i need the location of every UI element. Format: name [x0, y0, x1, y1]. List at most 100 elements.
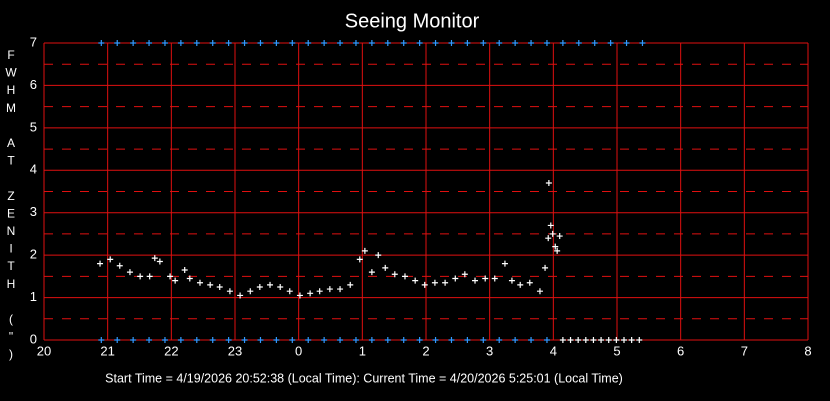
data-point [193, 40, 200, 46]
data-point [257, 40, 264, 46]
y-tick-label: 7 [30, 34, 37, 49]
data-point [98, 337, 105, 343]
data-point [482, 275, 489, 282]
data-point [636, 337, 643, 343]
data-point [277, 283, 284, 290]
data-point [361, 247, 368, 254]
data-point [161, 337, 168, 343]
data-point [421, 281, 428, 288]
data-point [542, 264, 549, 271]
data-point [547, 222, 554, 229]
data-point [607, 40, 614, 46]
data-point [508, 277, 515, 284]
y-tick-label: 5 [30, 119, 37, 134]
data-point [352, 40, 359, 46]
x-tick-label: 2 [422, 343, 429, 358]
data-point [146, 273, 153, 280]
data-point [167, 273, 174, 280]
data-point [416, 337, 423, 343]
data-point [545, 235, 552, 242]
data-point [528, 337, 535, 343]
data-point [552, 243, 559, 250]
data-point [256, 283, 263, 290]
data-point [554, 247, 561, 254]
data-point [241, 40, 248, 46]
data-point [628, 337, 635, 343]
data-point [545, 180, 552, 187]
data-point [237, 292, 244, 299]
chart-title: Seeing Monitor [345, 10, 480, 32]
data-point [347, 281, 354, 288]
data-point [321, 337, 328, 343]
x-tick-label: 20 [37, 343, 51, 358]
data-point [472, 277, 479, 284]
data-point [216, 283, 223, 290]
x-tick-label: 21 [100, 343, 114, 358]
data-point [496, 337, 503, 343]
data-point [273, 337, 280, 343]
data-point [432, 40, 439, 46]
data-point [305, 337, 312, 343]
data-point [496, 40, 503, 46]
y-tick-label: 6 [30, 77, 37, 92]
data-point [172, 277, 179, 284]
data-point [177, 337, 184, 343]
data-point [448, 40, 455, 46]
data-point [400, 337, 407, 343]
data-point [384, 337, 391, 343]
data-point [267, 281, 274, 288]
data-point [613, 337, 620, 343]
data-point [97, 260, 104, 267]
data-point [416, 40, 423, 46]
data-point [137, 273, 144, 280]
data-point [114, 40, 121, 46]
data-point [582, 337, 589, 343]
x-tick-label: 22 [164, 343, 178, 358]
data-point [241, 337, 248, 343]
x-tick-label: 8 [804, 343, 811, 358]
data-point [352, 337, 359, 343]
data-point [623, 40, 630, 46]
data-point [177, 40, 184, 46]
data-point [559, 40, 566, 46]
data-point [567, 337, 574, 343]
data-point [491, 275, 498, 282]
data-point [130, 337, 137, 343]
x-tick-label: 3 [486, 343, 493, 358]
y-tick-label: 0 [30, 331, 37, 346]
y-axis-label: FWHM AT ZENITH (") [4, 48, 18, 365]
data-point [368, 40, 375, 46]
data-point [512, 337, 519, 343]
data-point [382, 264, 389, 271]
y-tick-label: 2 [30, 247, 37, 262]
data-point [126, 269, 133, 276]
y-tick-label: 3 [30, 204, 37, 219]
data-point [591, 40, 598, 46]
x-tick-label: 5 [613, 343, 620, 358]
data-point [401, 273, 408, 280]
data-point [337, 337, 344, 343]
data-point [146, 337, 153, 343]
data-point [368, 337, 375, 343]
data-point [517, 281, 524, 288]
data-point [307, 290, 314, 297]
data-point [598, 337, 605, 343]
footer: Start Time = 4/19/2026 20:52:38 (Local T… [105, 371, 623, 385]
data-point [209, 40, 216, 46]
data-point [356, 256, 363, 263]
data-point [431, 279, 438, 286]
data-point [621, 337, 628, 343]
data-point [559, 337, 566, 343]
data-point [464, 337, 471, 343]
data-point [375, 252, 382, 259]
data-point [146, 40, 153, 46]
data-point [575, 40, 582, 46]
data-point [209, 337, 216, 343]
data-point [156, 258, 163, 265]
data-point [480, 337, 487, 343]
x-tick-label: 23 [228, 343, 242, 358]
data-point [432, 337, 439, 343]
data-point [337, 286, 344, 293]
x-tick-label: 6 [677, 343, 684, 358]
